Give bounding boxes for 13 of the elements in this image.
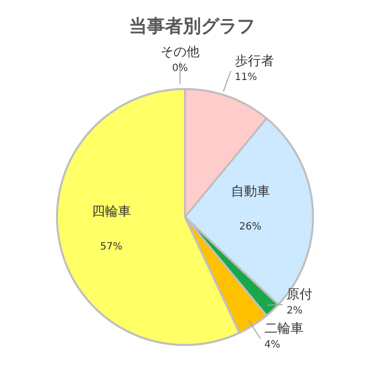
data-label: 26% xyxy=(239,222,262,233)
slice-label: 歩行者 xyxy=(234,54,274,69)
slice-label: 四輪車 xyxy=(92,204,131,220)
data-label: 2% xyxy=(286,306,303,317)
slice-label: 原付 xyxy=(286,288,313,303)
data-label: 4% xyxy=(264,340,280,351)
chart-title: 当事者別グラフ xyxy=(128,15,256,38)
data-label: 57% xyxy=(100,241,122,252)
slice-label: 自動車 xyxy=(230,184,270,200)
slice-label: 二輪車 xyxy=(264,322,304,337)
data-label: 11% xyxy=(234,72,258,83)
category-label: その他 xyxy=(160,45,200,60)
text: 0% xyxy=(172,63,188,74)
